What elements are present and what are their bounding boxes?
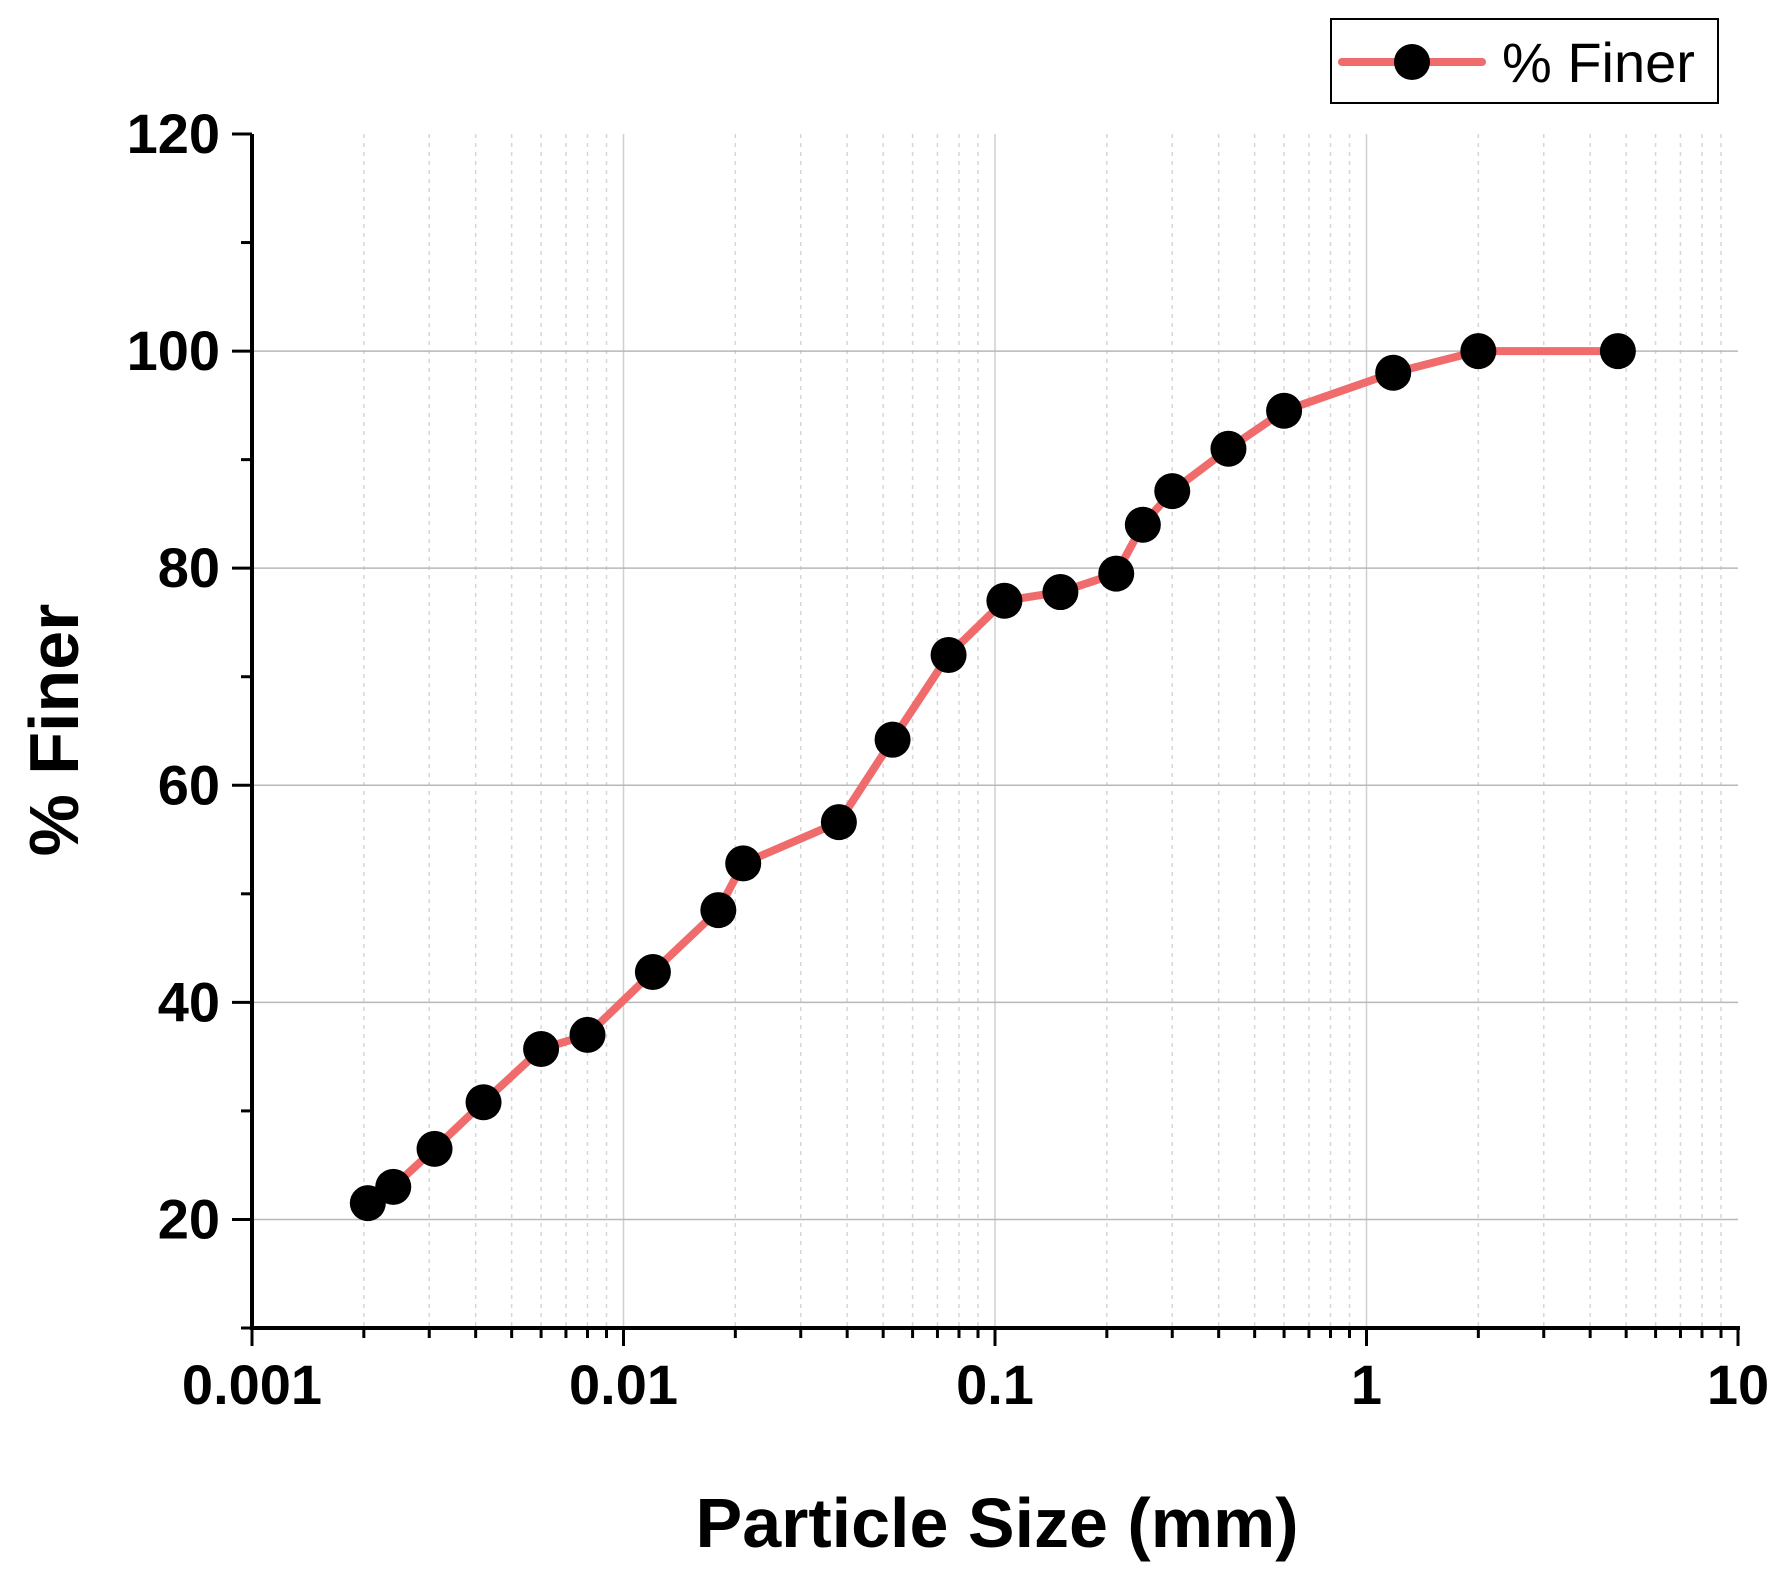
x-tick-label: 0.1 xyxy=(956,1353,1034,1416)
tick-layer: 0.001 0.01 0.1 1 10 20 40 60 80 100 120 xyxy=(127,102,1770,1416)
x-tick-label: 1 xyxy=(1351,1353,1382,1416)
series-line xyxy=(363,347,1622,1208)
data-point-marker xyxy=(569,1016,606,1053)
legend-label: % Finer xyxy=(1502,31,1695,94)
y-tick-label: 80 xyxy=(158,536,220,599)
data-point-marker xyxy=(930,637,967,674)
data-point-marker xyxy=(1460,333,1497,370)
legend: % Finer xyxy=(1330,18,1719,104)
y-tick-label: 100 xyxy=(127,319,220,382)
y-tick-label: 60 xyxy=(158,753,220,816)
data-point-marker xyxy=(874,721,911,758)
grid-layer xyxy=(252,134,1738,1328)
data-point-marker xyxy=(700,892,737,929)
x-tick-label: 0.001 xyxy=(182,1353,322,1416)
x-axis-title: Particle Size (mm) xyxy=(696,1484,1299,1562)
data-point-marker xyxy=(1098,555,1135,592)
data-point-marker xyxy=(1154,473,1191,510)
data-point-marker xyxy=(1375,354,1412,391)
data-point-marker xyxy=(1210,430,1247,467)
data-point-marker xyxy=(820,804,857,841)
data-point-marker xyxy=(375,1168,412,1205)
x-tick-label: 0.01 xyxy=(569,1353,678,1416)
data-point-marker xyxy=(1266,392,1303,429)
data-point-marker xyxy=(1042,574,1079,611)
y-axis-title: % Finer xyxy=(15,604,93,857)
y-tick-label: 120 xyxy=(127,102,220,165)
data-point-marker xyxy=(1599,333,1636,370)
series-layer xyxy=(349,333,1636,1222)
y-tick-label: 20 xyxy=(158,1187,220,1250)
y-tick-label: 40 xyxy=(158,970,220,1033)
data-point-marker xyxy=(725,845,762,882)
legend-marker-swatch xyxy=(1394,44,1430,80)
data-point-marker xyxy=(634,953,671,990)
data-point-marker xyxy=(1124,506,1161,543)
data-point-marker xyxy=(986,582,1023,619)
data-point-marker xyxy=(523,1031,560,1068)
data-point-marker xyxy=(465,1084,502,1121)
x-tick-label: 10 xyxy=(1707,1353,1769,1416)
data-point-marker xyxy=(416,1130,453,1167)
